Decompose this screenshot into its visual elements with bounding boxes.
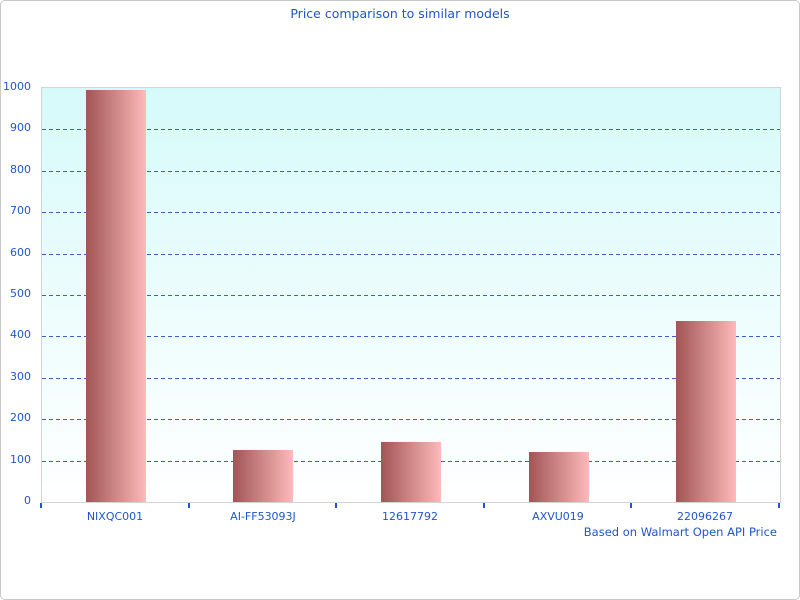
x-tick-5 xyxy=(778,503,780,508)
gridline-400 xyxy=(42,336,780,337)
bar-AI-FF53093J xyxy=(233,450,293,502)
bar-12617792 xyxy=(381,442,441,502)
x-tick-4 xyxy=(630,503,632,508)
x-tick-2 xyxy=(335,503,337,508)
y-tick-label-900: 900 xyxy=(10,121,31,134)
y-tick-label-400: 400 xyxy=(10,328,31,341)
y-tick-label-1000: 1000 xyxy=(3,80,31,93)
gridline-700 xyxy=(42,212,780,213)
x-cat-label-NIXQC001: NIXQC001 xyxy=(86,510,144,523)
gridline-300 xyxy=(42,378,780,379)
y-tick-label-100: 100 xyxy=(10,453,31,466)
x-cat-label-AXVU019: AXVU019 xyxy=(532,510,584,523)
bar-22096267 xyxy=(676,321,736,502)
gridline-600 xyxy=(42,254,780,255)
x-cat-label-AI-FF53093J: AI-FF53093J xyxy=(230,510,296,523)
y-tick-label-200: 200 xyxy=(10,411,31,424)
x-cat-label-22096267: 22096267 xyxy=(677,510,733,523)
gridline-900 xyxy=(42,129,780,130)
y-tick-label-800: 800 xyxy=(10,163,31,176)
bar-NIXQC001 xyxy=(86,90,146,502)
x-tick-3 xyxy=(483,503,485,508)
x-tick-0 xyxy=(40,503,42,508)
bar-AXVU019 xyxy=(529,452,589,502)
gridline-500 xyxy=(42,295,780,296)
x-cat-label-12617792: 12617792 xyxy=(382,510,438,523)
plot-area xyxy=(41,87,781,503)
gridline-200 xyxy=(42,419,780,420)
chart-title: Price comparison to similar models xyxy=(290,6,510,21)
x-tick-1 xyxy=(188,503,190,508)
y-tick-label-600: 600 xyxy=(10,246,31,259)
y-tick-label-300: 300 xyxy=(10,370,31,383)
y-tick-label-0: 0 xyxy=(24,494,31,507)
y-tick-label-700: 700 xyxy=(10,204,31,217)
chart-footnote: Based on Walmart Open API Price xyxy=(583,525,777,539)
gridline-800 xyxy=(42,171,780,172)
y-tick-label-500: 500 xyxy=(10,287,31,300)
